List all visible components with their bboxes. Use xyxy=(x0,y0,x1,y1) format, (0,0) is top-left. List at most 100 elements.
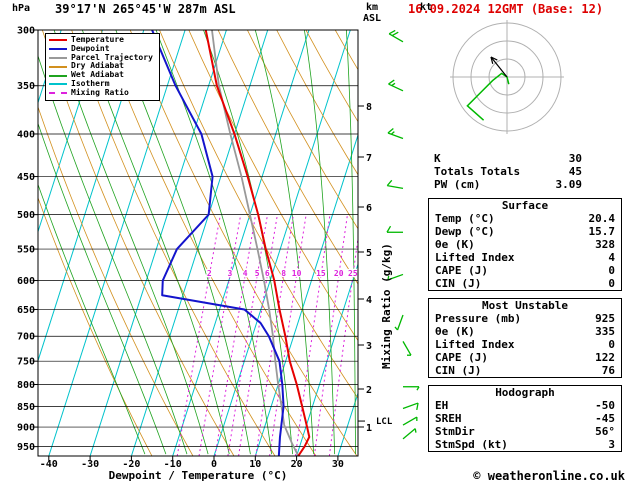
mixing-ratio-value: 5 xyxy=(255,269,260,278)
dewpoint-curve xyxy=(151,30,285,456)
legend-swatch xyxy=(49,48,67,51)
pressure-tick: 500 xyxy=(17,210,35,221)
km-tick: 6 xyxy=(366,203,372,214)
parcel-trajectory-curve xyxy=(211,30,300,456)
stat-row: Temp (°C) 20.4 xyxy=(429,212,621,225)
mixing-ratio-value: 20 xyxy=(334,269,344,278)
stat-value: 0 xyxy=(608,338,615,351)
panel-section-surface: Surface Temp (°C) 20.4 Dewp (°C) 15.7 θe (K) 3… xyxy=(428,198,622,291)
wet-adiabat-lines xyxy=(38,30,356,455)
legend-item: Wet Adiabat xyxy=(49,70,153,80)
x-axis-label: Dewpoint / Temperature (°C) xyxy=(108,469,288,482)
pressure-tick: 300 xyxy=(17,26,35,37)
km-tick: 4 xyxy=(366,295,372,306)
stat-label: PW (cm) xyxy=(434,178,481,191)
mixing-ratio-value: 4 xyxy=(243,269,248,278)
mixing-ratio-value: 3 xyxy=(228,269,233,278)
stat-value: 4 xyxy=(608,251,615,264)
pressure-tick: 850 xyxy=(17,402,35,413)
stat-row: CAPE (J) 122 xyxy=(429,351,621,364)
temperature-curve xyxy=(204,30,311,456)
stats-panel: K 30 Totals Totals 45 PW (cm) 3.09 Surface Temp… xyxy=(428,152,622,452)
stat-row: PW (cm) 3.09 xyxy=(428,178,622,191)
mixing-ratio-value: 25 xyxy=(348,269,358,278)
run-datetime: 16.09.2024 12GMT (Base: 12) xyxy=(408,2,604,16)
legend-label: Temperature xyxy=(71,35,124,44)
legend-swatch xyxy=(49,39,67,42)
stat-value: 0 xyxy=(608,277,615,290)
legend-label: Isotherm xyxy=(71,78,110,88)
pressure-tick: 700 xyxy=(17,332,35,343)
legend-label: Dewpoint xyxy=(71,43,110,53)
hodograph xyxy=(450,20,564,134)
stat-row: CIN (J) 0 xyxy=(429,277,621,290)
stat-row: StmDir 56° xyxy=(429,425,621,438)
pressure-tick: 550 xyxy=(17,245,35,256)
km-tick: 1 xyxy=(366,423,372,434)
temp-tick: 20 xyxy=(291,459,303,470)
stat-value: -50 xyxy=(595,399,615,412)
mixing-ratio-axis-label: Mixing Ratio (g/kg) xyxy=(380,243,393,369)
stat-value: 20.4 xyxy=(588,212,616,225)
stat-row: Lifted Index 4 xyxy=(429,251,621,264)
temp-tick: -40 xyxy=(40,459,58,470)
pressure-tick: 900 xyxy=(17,423,35,434)
temp-tick: 0 xyxy=(211,459,217,470)
stat-value: 122 xyxy=(595,351,615,364)
km-tick: 2 xyxy=(366,385,372,396)
mixing-ratio-value: 8 xyxy=(281,269,286,278)
stat-value: -45 xyxy=(595,412,615,425)
legend-label: Dry Adiabat xyxy=(71,61,124,71)
pressure-tick: 750 xyxy=(17,357,35,368)
stat-value: 76 xyxy=(601,364,615,377)
legend-swatch xyxy=(49,92,67,95)
stat-label: SREH xyxy=(435,412,462,425)
legend-label: Wet Adiabat xyxy=(71,70,124,80)
km-tick: 5 xyxy=(366,248,372,259)
km-tick-labels: 1 2 3 4 5 6 7 8 LCL xyxy=(358,102,393,434)
legend-item: Dewpoint xyxy=(49,43,153,54)
pressure-tick: 950 xyxy=(17,442,35,453)
stat-row: StmSpd (kt) 3 xyxy=(429,438,621,451)
legend-label: Mixing Ratio xyxy=(71,87,129,97)
stat-row: K 30 xyxy=(428,152,622,165)
stat-label: K xyxy=(434,152,441,165)
mixing-ratio-value: 6 xyxy=(265,269,270,278)
stat-value: 30 xyxy=(568,152,582,165)
stat-value: 328 xyxy=(595,238,615,251)
wind-barbs xyxy=(386,29,420,440)
legend-item: Isotherm xyxy=(49,78,153,89)
stat-value: 3.09 xyxy=(555,178,583,191)
stat-label: θe (K) xyxy=(435,238,475,251)
mixing-ratio-value-labels: 2 3 4 5 6 8 10 15 20 25 xyxy=(206,268,360,280)
legend-item: Mixing Ratio xyxy=(49,87,153,98)
page-title: 39°17'N 265°45'W 287m ASL xyxy=(55,2,236,16)
stat-row: SREH -45 xyxy=(429,412,621,425)
pressure-tick: 650 xyxy=(17,305,35,316)
legend-label: Parcel Trajectory xyxy=(71,52,153,62)
km-axis-label: km xyxy=(366,2,379,13)
stat-label: Lifted Index xyxy=(435,338,515,351)
pressure-unit-label: hPa xyxy=(12,3,31,14)
legend-swatch xyxy=(49,83,67,86)
mixing-ratio-value: 2 xyxy=(207,269,212,278)
section-title: Surface xyxy=(501,199,549,212)
stat-row: CAPE (J) 0 xyxy=(429,264,621,277)
panel-section-most-unstable: Most Unstable Pressure (mb) 925 θe (K) 335 Li… xyxy=(428,298,622,378)
stat-value: 3 xyxy=(608,438,615,451)
stat-value: 45 xyxy=(568,165,582,178)
legend-swatch xyxy=(49,65,67,68)
storm-motion-arrow xyxy=(490,56,508,78)
temp-tick: -30 xyxy=(81,459,99,470)
dry-adiabat-lines xyxy=(38,30,358,456)
stat-row: Lifted Index 0 xyxy=(429,338,621,351)
legend: Temperature Dewpoint Parcel Trajectory Dry … xyxy=(45,33,160,101)
legend-item: Dry Adiabat xyxy=(49,62,153,71)
stat-label: CIN (J) xyxy=(435,277,482,290)
stat-label: EH xyxy=(435,399,449,412)
stat-label: CAPE (J) xyxy=(435,351,488,364)
asl-axis-label: ASL xyxy=(363,13,382,24)
temp-tick: -20 xyxy=(122,459,140,470)
